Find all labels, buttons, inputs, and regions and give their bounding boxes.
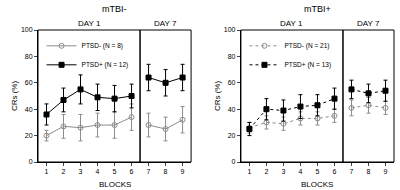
svg-text:9: 9 [181, 168, 185, 175]
svg-text:5: 5 [113, 168, 117, 175]
svg-text:3: 3 [79, 168, 83, 175]
svg-text:40: 40 [228, 106, 236, 113]
svg-text:2: 2 [264, 168, 268, 175]
svg-text:DAY 1: DAY 1 [280, 19, 303, 28]
svg-text:PTSD- (N = 8): PTSD- (N = 8) [82, 42, 123, 50]
svg-text:mTBI+: mTBI+ [304, 4, 331, 14]
svg-text:1: 1 [247, 168, 251, 175]
svg-text:CRs (%): CRs (%) [213, 81, 222, 112]
svg-text:0: 0 [232, 158, 236, 165]
svg-text:100: 100 [21, 26, 33, 33]
svg-text:9: 9 [384, 168, 388, 175]
svg-text:CRs (%): CRs (%) [10, 81, 19, 112]
svg-text:20: 20 [25, 132, 33, 139]
svg-text:BLOCKS: BLOCKS [99, 180, 131, 189]
svg-text:4: 4 [96, 168, 100, 175]
svg-text:7: 7 [147, 168, 151, 175]
svg-text:PTSD- (N = 21): PTSD- (N = 21) [284, 42, 329, 50]
svg-text:PTSD+ (N = 13): PTSD+ (N = 13) [284, 61, 331, 69]
svg-text:mTBI-: mTBI- [102, 4, 127, 14]
svg-text:100: 100 [224, 26, 236, 33]
svg-text:40: 40 [25, 106, 33, 113]
svg-text:8: 8 [367, 168, 371, 175]
svg-text:7: 7 [350, 168, 354, 175]
svg-text:BLOCKS: BLOCKS [301, 180, 333, 189]
svg-text:PTSD+ (N = 12): PTSD+ (N = 12) [82, 61, 129, 69]
svg-text:6: 6 [130, 168, 134, 175]
svg-text:60: 60 [228, 79, 236, 86]
svg-text:DAY 7: DAY 7 [154, 19, 177, 28]
svg-text:80: 80 [25, 53, 33, 60]
svg-text:3: 3 [281, 168, 285, 175]
svg-text:4: 4 [298, 168, 302, 175]
svg-text:20: 20 [228, 132, 236, 139]
svg-text:6: 6 [333, 168, 337, 175]
svg-text:60: 60 [25, 79, 33, 86]
svg-text:0: 0 [29, 158, 33, 165]
svg-text:80: 80 [228, 53, 236, 60]
svg-text:DAY 7: DAY 7 [357, 19, 380, 28]
svg-text:DAY 1: DAY 1 [78, 19, 101, 28]
svg-text:8: 8 [164, 168, 168, 175]
svg-text:5: 5 [316, 168, 320, 175]
svg-text:1: 1 [45, 168, 49, 175]
svg-text:2: 2 [62, 168, 66, 175]
